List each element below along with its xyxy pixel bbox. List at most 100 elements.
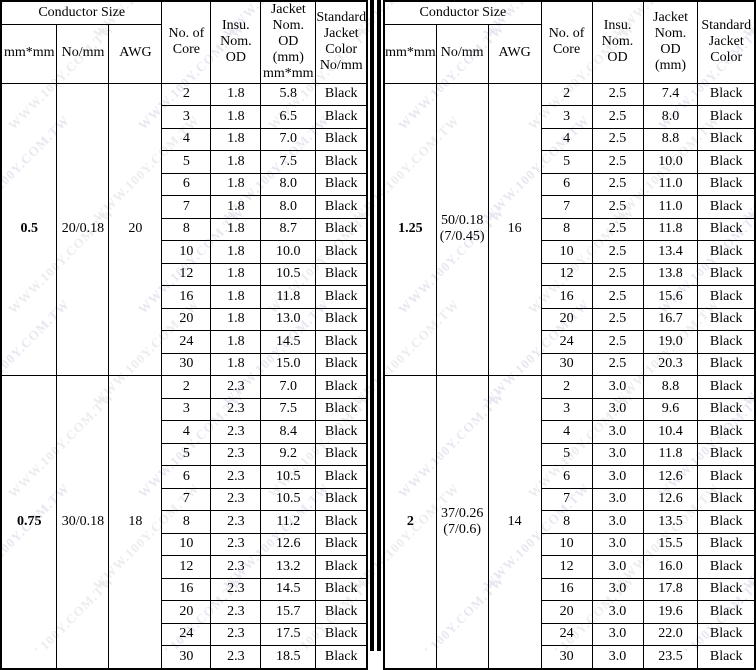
cell-core-count: 6 — [161, 465, 212, 489]
cell-insu-od: 2.3 — [210, 375, 262, 399]
table-row: 8 2.5 11.8 Black — [384, 217, 756, 241]
cell-insu-od: 1.8 — [210, 150, 262, 174]
cell-insu-od: 2.5 — [591, 195, 644, 219]
cell-jacket-color: Black — [697, 397, 756, 421]
cell-awg: 14 — [487, 375, 542, 669]
cell-jacket-od: 7.4 — [642, 82, 699, 106]
cell-core-count: 4 — [540, 420, 593, 444]
cell-core-count: 24 — [161, 330, 212, 354]
cell-jacket-od: 13.8 — [642, 262, 699, 286]
cell-jacket-od: 11.8 — [642, 442, 699, 466]
cell-jacket-od: 11.8 — [260, 285, 317, 309]
cell-jacket-od: 10.4 — [642, 420, 699, 444]
cell-jacket-od: 8.7 — [260, 217, 317, 241]
cell-jacket-color: Black — [315, 487, 368, 511]
cell-core-count: 10 — [540, 532, 593, 556]
cell-core-count: 5 — [161, 150, 212, 174]
cell-core-count: 7 — [161, 487, 212, 511]
cell-awg: 20 — [108, 82, 163, 376]
table-row: 24 3.0 22.0 Black — [384, 622, 756, 646]
cell-insu-od: 3.0 — [591, 622, 644, 646]
cell-jacket-color: Black — [315, 600, 368, 624]
cell-core-count: 5 — [161, 442, 212, 466]
cell-insu-od: 2.3 — [210, 645, 262, 669]
cell-jacket-od: 8.0 — [260, 195, 317, 219]
table-row: 16 3.0 17.8 Black — [384, 577, 756, 601]
cell-jacket-color: Black — [315, 577, 368, 601]
cell-jacket-od: 20.3 — [642, 352, 699, 376]
cell-core-count: 8 — [161, 510, 212, 534]
cell-jacket-od: 14.5 — [260, 330, 317, 354]
cell-insu-od: 1.8 — [210, 285, 262, 309]
cell-jacket-od: 10.5 — [260, 465, 317, 489]
cell-jacket-color: Black — [697, 577, 756, 601]
cell-insu-od: 2.5 — [591, 150, 644, 174]
cell-core-count: 20 — [161, 600, 212, 624]
cell-jacket-od: 12.6 — [642, 465, 699, 489]
table-row: 8 1.8 8.7 Black — [1, 217, 368, 241]
table-row: 4 1.8 7.0 Black — [1, 127, 368, 151]
table-row: 10 2.3 12.6 Black — [1, 532, 368, 556]
cell-jacket-color: Black — [315, 442, 368, 466]
cell-conductor-size: 0.75 — [0, 375, 58, 669]
cell-core-count: 3 — [161, 397, 212, 421]
cell-conductor-size: 2 — [383, 375, 437, 669]
cell-insu-od: 2.3 — [210, 420, 262, 444]
table-row: 16 2.5 15.6 Black — [384, 285, 756, 309]
cell-jacket-color: Black — [315, 622, 368, 646]
cell-insu-od: 2.5 — [591, 105, 644, 129]
cell-insu-od: 2.3 — [210, 465, 262, 489]
cell-core-count: 10 — [161, 240, 212, 264]
cell-jacket-color: Black — [315, 262, 368, 286]
cell-jacket-od: 5.8 — [260, 82, 317, 106]
cell-insu-od: 3.0 — [591, 577, 644, 601]
cell-core-count: 3 — [540, 397, 593, 421]
header-conductor-size: Conductor Size — [383, 0, 542, 25]
cell-core-count: 8 — [540, 217, 593, 241]
cell-jacket-color: Black — [697, 127, 756, 151]
cell-core-count: 8 — [161, 217, 212, 241]
cell-jacket-color: Black — [697, 150, 756, 174]
table-row: 7 1.8 8.0 Black — [1, 195, 368, 219]
cell-insu-od: 3.0 — [591, 510, 644, 534]
cell-insu-od: 1.8 — [210, 217, 262, 241]
cell-jacket-od: 22.0 — [642, 622, 699, 646]
cell-insu-od: 3.0 — [591, 420, 644, 444]
cell-core-count: 4 — [161, 420, 212, 444]
table-row: 6 2.3 10.5 Black — [1, 465, 368, 489]
cell-jacket-color: Black — [315, 105, 368, 129]
header-no-mm: No/mm — [56, 23, 110, 84]
cell-insu-od: 2.5 — [591, 330, 644, 354]
cell-insu-od: 3.0 — [591, 442, 644, 466]
cell-jacket-color: Black — [315, 352, 368, 376]
table-row: 5 1.8 7.5 Black — [1, 150, 368, 174]
cell-core-count: 12 — [540, 262, 593, 286]
cell-core-count: 12 — [161, 555, 212, 579]
cell-core-count: 7 — [161, 195, 212, 219]
cell-jacket-color: Black — [315, 82, 368, 106]
header-no-of-core: No. of Core — [540, 0, 593, 84]
cell-jacket-color: Black — [315, 510, 368, 534]
cell-strands: 50/0.18 (7/0.45) — [435, 82, 489, 376]
cell-insu-od: 2.3 — [210, 510, 262, 534]
left-table-body: 0.5 20/0.18 20 2 1.8 5.8 Black 3 1.8 6.5 Black 4 1.8… — [0, 82, 368, 669]
cell-jacket-od: 11.2 — [260, 510, 317, 534]
cell-strands: 30/0.18 — [56, 375, 110, 669]
cell-insu-od: 2.3 — [210, 442, 262, 466]
header-insu-nom-od: Insu. Nom. OD — [210, 0, 262, 84]
table-row: 20 1.8 13.0 Black — [1, 307, 368, 331]
cell-jacket-color: Black — [697, 600, 756, 624]
cell-core-count: 6 — [540, 465, 593, 489]
cell-insu-od: 1.8 — [210, 262, 262, 286]
header-jacket-color: Standard Jacket Color No/mm — [315, 0, 368, 84]
cell-jacket-color: Black — [315, 150, 368, 174]
cell-insu-od: 2.3 — [210, 577, 262, 601]
cell-insu-od: 2.5 — [591, 82, 644, 106]
cell-jacket-od: 15.0 — [260, 352, 317, 376]
cell-insu-od: 3.0 — [591, 555, 644, 579]
cell-jacket-od: 17.5 — [260, 622, 317, 646]
cell-jacket-color: Black — [315, 420, 368, 444]
cell-jacket-od: 6.5 — [260, 105, 317, 129]
cell-core-count: 3 — [161, 105, 212, 129]
cell-jacket-od: 8.8 — [642, 375, 699, 399]
